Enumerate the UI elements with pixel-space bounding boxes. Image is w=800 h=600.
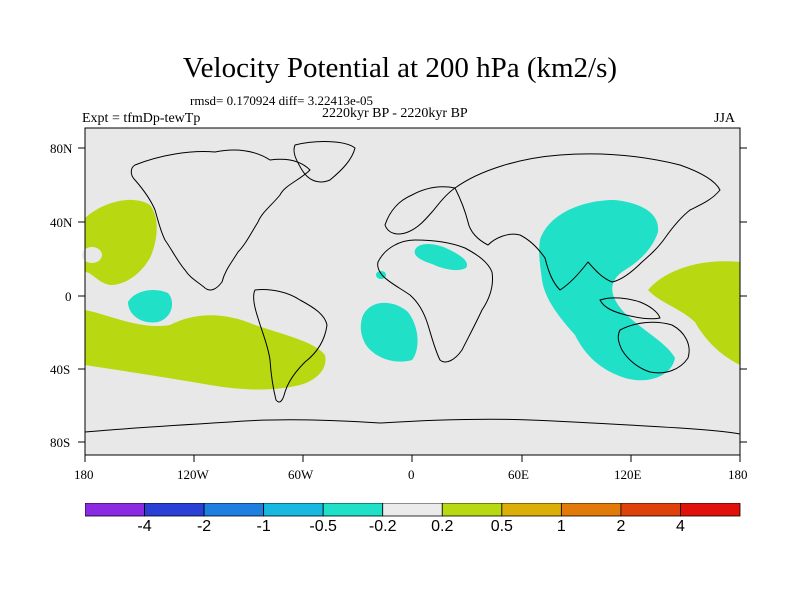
colorbar-label: 4	[676, 518, 685, 535]
positive-region-west-pacific	[648, 261, 740, 365]
lat-label-80s: 80S	[50, 435, 71, 450]
coast-australia	[617, 321, 690, 374]
lat-label-80n: 80N	[50, 141, 73, 156]
lat-label-40s: 40S	[50, 362, 71, 377]
stats-line: rmsd= 0.170924 diff= 3.22413e-05	[190, 93, 374, 108]
map-background	[85, 128, 740, 455]
coast-antarctica	[84, 418, 741, 435]
lon-label-180w: 180	[74, 467, 94, 482]
lon-label-120e: 120E	[614, 467, 642, 482]
colorbar-label: 1	[556, 518, 566, 535]
colorbar-swatch	[203, 503, 265, 517]
coast-asia	[454, 153, 721, 291]
tick-marks	[78, 147, 747, 462]
colorbar-label: 0.5	[490, 518, 513, 535]
colorbar-label: 0.2	[431, 518, 454, 535]
plot-title: Velocity Potential at 200 hPa (km2/s)	[182, 52, 618, 84]
colorbar-swatch	[501, 503, 562, 517]
coast-greenland	[293, 141, 356, 183]
colorbar-swatch	[382, 503, 443, 517]
negative-region-indian-asia	[539, 200, 675, 381]
lon-label-180e: 180	[728, 467, 748, 482]
colorbar-label: -2	[196, 518, 212, 535]
neutral-hole	[82, 247, 102, 263]
colorbar-label: -0.2	[368, 518, 397, 535]
colorbar-label: -1	[256, 518, 271, 535]
positive-region-nw-pacific	[85, 199, 157, 285]
coast-europe	[384, 186, 456, 235]
lat-label-0: 0	[65, 289, 72, 304]
coast-south-america	[253, 289, 328, 403]
negative-region-mid-pacific	[128, 290, 173, 323]
lon-label-60e: 60E	[508, 467, 529, 482]
colorbar-swatch	[620, 503, 681, 517]
colorbar-label: -0.5	[309, 518, 337, 535]
negative-region-south-atlantic	[360, 302, 418, 362]
positive-region-south-pacific	[85, 310, 326, 390]
lon-label-120w: 120W	[177, 467, 209, 482]
period-label: 2220kyr BP - 2220kyr BP	[322, 106, 468, 121]
coast-north-america	[130, 149, 311, 291]
colorbar-label: 2	[616, 518, 626, 535]
negative-regions	[128, 200, 675, 381]
colorbar-swatch	[322, 503, 384, 517]
colorbar-swatch	[441, 503, 503, 517]
experiment-label: Expt = tfmDp-tewTp	[82, 111, 201, 126]
season-label: JJA	[714, 111, 736, 126]
colorbar-swatch	[680, 503, 741, 517]
colorbar-swatch	[85, 503, 145, 517]
colorbar-label: -4	[137, 518, 152, 535]
colorbar-swatch	[560, 503, 622, 517]
lon-label-0: 0	[408, 467, 415, 482]
negative-region-sahel	[414, 244, 468, 271]
lon-label-60w: 60W	[288, 467, 314, 482]
coast-africa	[377, 239, 493, 363]
coastlines	[84, 141, 741, 435]
colorbar	[85, 503, 741, 517]
colorbar-swatch	[144, 503, 205, 517]
coast-indonesia	[599, 297, 661, 320]
colorbar-swatch	[263, 503, 324, 517]
positive-regions	[85, 199, 740, 390]
lat-label-40n: 40N	[50, 215, 73, 230]
